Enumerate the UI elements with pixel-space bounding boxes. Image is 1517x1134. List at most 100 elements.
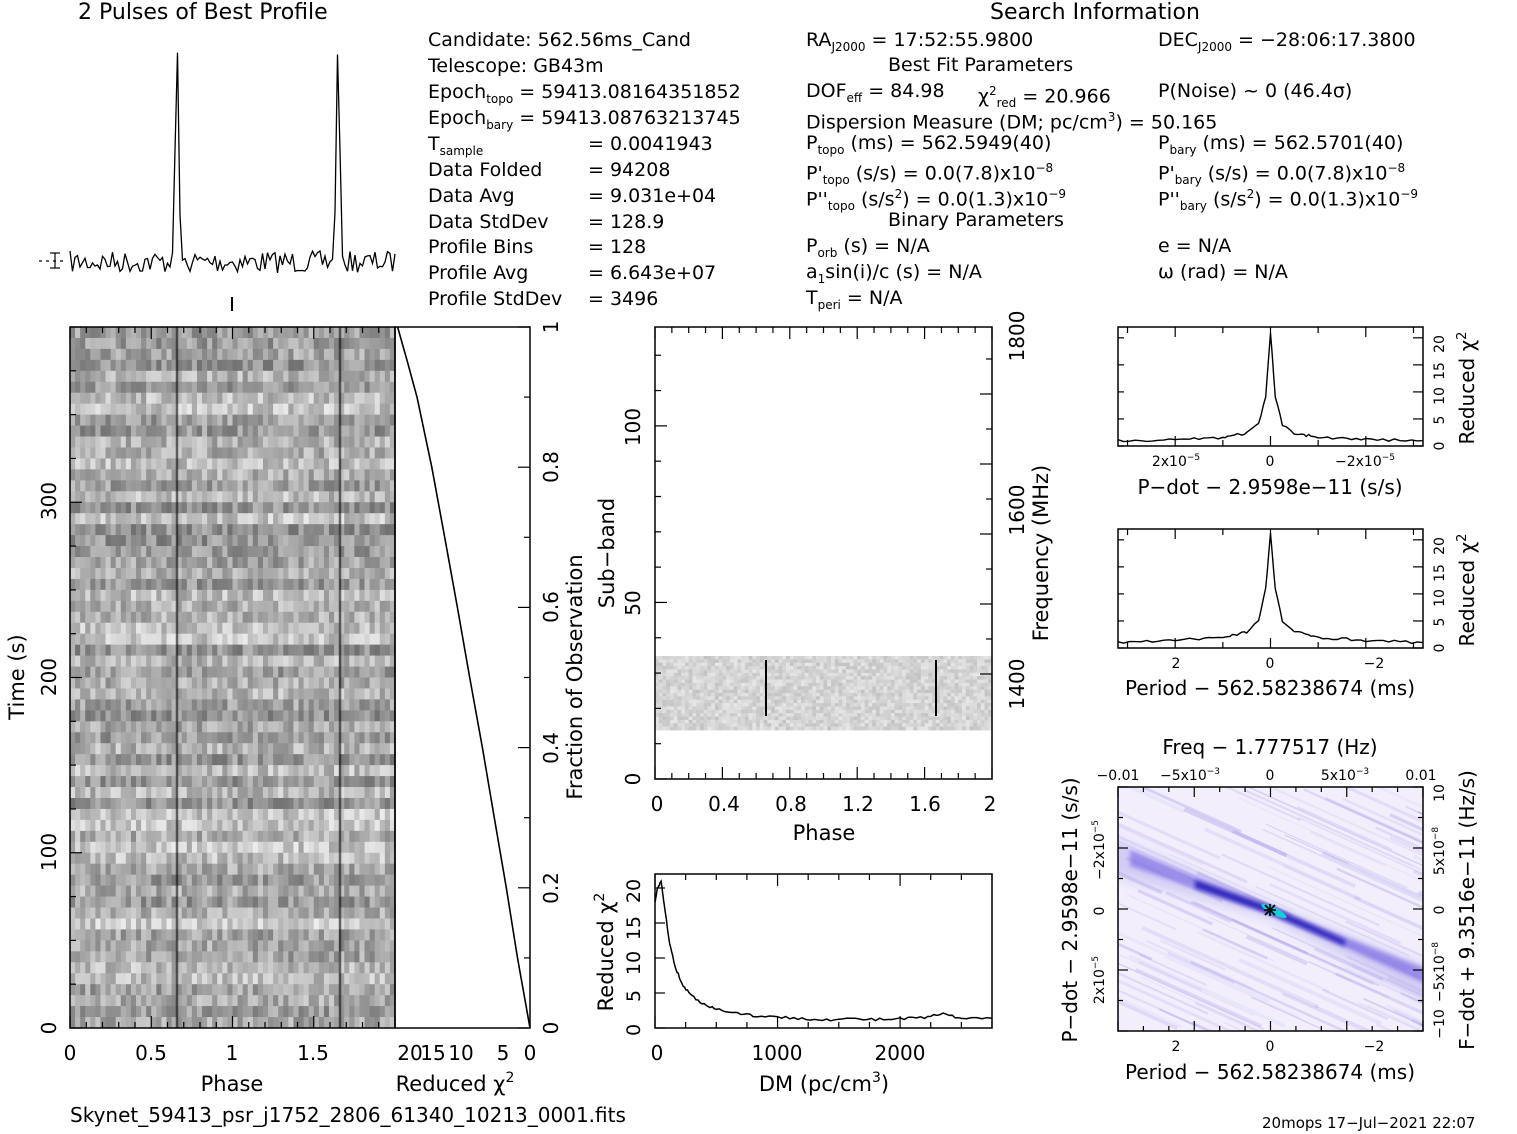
time-phase-cell	[151, 634, 156, 645]
time-phase-cell	[288, 1017, 293, 1028]
time-phase-cell	[370, 678, 375, 689]
subband-cell	[782, 673, 786, 677]
time-phase-cell	[222, 469, 227, 480]
time-phase-cell	[121, 754, 126, 765]
time-phase-cell	[202, 688, 207, 699]
time-phase-cell	[151, 404, 156, 415]
time-phase-cell	[80, 360, 85, 371]
time-phase-cell	[80, 623, 85, 634]
time-phase-cell	[243, 327, 248, 338]
time-phase-cell	[111, 710, 116, 721]
time-phase-cell	[243, 480, 248, 491]
time-phase-cell	[263, 951, 268, 962]
time-phase-cell	[161, 645, 166, 656]
time-phase-cell	[293, 458, 298, 469]
time-phase-cell	[70, 743, 75, 754]
time-phase-cell	[227, 502, 232, 513]
time-phase-cell	[268, 940, 273, 951]
time-phase-cell	[182, 787, 187, 798]
time-phase-cell	[359, 897, 364, 908]
time-phase-cell	[136, 886, 141, 897]
time-phase-cell	[334, 678, 339, 689]
time-phase-cell	[293, 404, 298, 415]
time-phase-cell	[212, 776, 217, 787]
time-phase-cell	[344, 864, 349, 875]
time-phase-cell	[258, 699, 263, 710]
time-phase-cell	[121, 404, 126, 415]
subband-cell	[921, 673, 925, 677]
time-phase-cell	[319, 612, 324, 623]
time-phase-cell	[253, 842, 258, 853]
time-phase-cell	[116, 973, 121, 984]
subband-cell	[794, 669, 798, 673]
time-phase-cell	[278, 491, 283, 502]
time-phase-cell	[182, 349, 187, 360]
time-phase-cell	[192, 776, 197, 787]
time-phase-cell	[126, 579, 131, 590]
time-phase-cell	[314, 1017, 319, 1028]
subband-cell	[831, 676, 835, 680]
time-phase-cell	[273, 886, 278, 897]
subband-cell	[692, 663, 696, 667]
time-phase-cell	[233, 568, 238, 579]
subband-cell	[887, 663, 891, 667]
subband-cell	[943, 666, 947, 670]
time-phase-cell	[263, 447, 268, 458]
time-phase-cell	[359, 645, 364, 656]
time-phase-cell	[248, 623, 253, 634]
time-phase-cell	[354, 579, 359, 590]
time-phase-cell	[85, 842, 90, 853]
time-phase-cell	[217, 568, 222, 579]
time-phase-cell	[75, 754, 80, 765]
subband-cell	[947, 669, 951, 673]
time-phase-cell	[207, 360, 212, 371]
subband-cell	[883, 680, 887, 684]
time-phase-cell	[121, 820, 126, 831]
subband-cell	[689, 666, 693, 670]
time-phase-cell	[278, 546, 283, 557]
time-phase-cell	[263, 513, 268, 524]
time-phase-cell	[258, 601, 263, 612]
time-phase-cell	[151, 546, 156, 557]
time-phase-cell	[238, 973, 243, 984]
time-phase-cell	[202, 798, 207, 809]
time-phase-cell	[161, 743, 166, 754]
time-phase-cell	[146, 656, 151, 667]
time-phase-cell	[268, 480, 273, 491]
subband-cell	[801, 680, 805, 684]
time-phase-cell	[365, 404, 370, 415]
subband-cell	[951, 656, 955, 660]
time-phase-cell	[227, 940, 232, 951]
time-phase-cell	[212, 864, 217, 875]
time-phase-cell	[192, 754, 197, 765]
time-phase-cell	[222, 864, 227, 875]
time-phase-cell	[359, 809, 364, 820]
subband-cell	[670, 666, 674, 670]
time-phase-cell	[344, 984, 349, 995]
time-phase-cell	[309, 437, 314, 448]
subband-cell	[756, 673, 760, 677]
time-phase-cell	[90, 776, 95, 787]
subband-cell	[681, 683, 685, 687]
time-phase-cell	[359, 579, 364, 590]
time-phase-cell	[75, 776, 80, 787]
time-phase-cell	[207, 710, 212, 721]
time-phase-cell	[375, 349, 380, 360]
time-phase-cell	[146, 502, 151, 513]
subband-cell	[779, 666, 783, 670]
time-phase-cell	[217, 864, 222, 875]
time-phase-cell	[106, 502, 111, 513]
time-phase-cell	[70, 721, 75, 732]
time-phase-cell	[146, 973, 151, 984]
subband-cell	[951, 663, 955, 667]
time-phase-cell	[349, 612, 354, 623]
time-phase-cell	[324, 546, 329, 557]
time-phase-cell	[212, 338, 217, 349]
time-phase-cell	[370, 458, 375, 469]
time-phase-cell	[227, 951, 232, 962]
time-phase-cell	[370, 798, 375, 809]
time-phase-cell	[100, 995, 105, 1006]
time-phase-cell	[329, 360, 334, 371]
subband-cell	[835, 666, 839, 670]
time-phase-cell	[111, 754, 116, 765]
